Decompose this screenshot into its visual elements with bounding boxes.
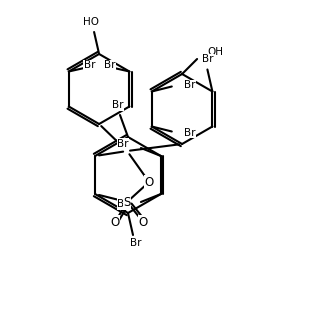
Text: S: S [123, 195, 131, 209]
Text: OH: OH [207, 47, 223, 57]
Text: O: O [139, 215, 148, 228]
Text: O: O [111, 215, 120, 228]
Text: Br: Br [104, 60, 115, 71]
Text: Br: Br [184, 127, 195, 138]
Text: Br: Br [117, 139, 129, 149]
Text: O: O [145, 176, 154, 188]
Text: Br: Br [130, 238, 142, 248]
Text: Br: Br [112, 100, 124, 110]
Text: HO: HO [83, 17, 99, 27]
Text: Br: Br [202, 54, 213, 64]
Text: Br: Br [184, 81, 195, 90]
Text: Br: Br [117, 199, 129, 209]
Text: Br: Br [84, 60, 95, 71]
